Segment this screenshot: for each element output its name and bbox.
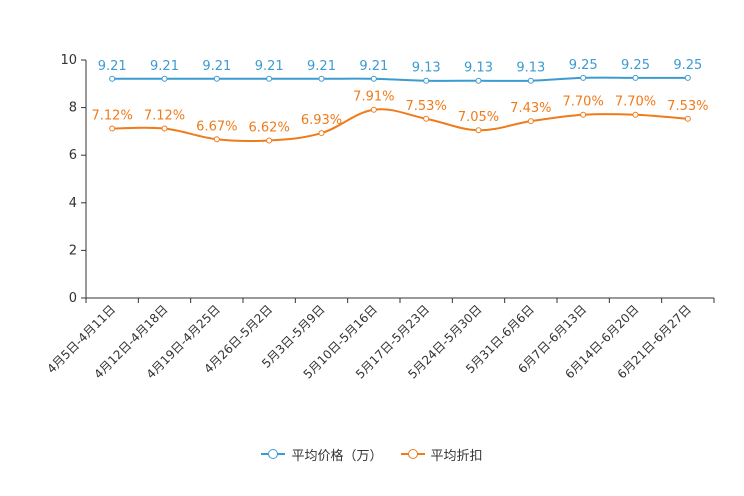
legend-label-avg-price: 平均价格（万） xyxy=(291,448,383,464)
data-point xyxy=(161,125,168,132)
data-point xyxy=(266,75,273,82)
legend-item-avg-price[interactable]: 平均价格（万） xyxy=(261,445,383,464)
y-tick-label: 2 xyxy=(69,243,77,258)
data-label: 9.21 xyxy=(359,59,388,74)
data-point xyxy=(580,111,587,118)
data-label: 9.25 xyxy=(673,58,702,73)
data-label: 9.13 xyxy=(412,61,441,76)
data-point xyxy=(370,106,377,113)
data-label: 9.21 xyxy=(150,59,179,74)
data-point xyxy=(370,75,377,82)
series-line-0 xyxy=(112,76,688,82)
series-line-1 xyxy=(112,108,688,143)
chart-legend: 平均价格（万） 平均折扣 xyxy=(0,443,744,465)
data-label: 7.91% xyxy=(353,90,394,105)
data-label: 7.70% xyxy=(563,95,604,110)
data-label: 6.93% xyxy=(301,113,342,128)
y-tick-label: 10 xyxy=(60,53,77,68)
data-label: 7.05% xyxy=(458,110,499,125)
data-point xyxy=(527,118,534,125)
data-point xyxy=(318,130,325,137)
data-label: 9.21 xyxy=(255,59,284,74)
data-label: 9.21 xyxy=(98,59,127,74)
y-tick-label: 8 xyxy=(69,101,77,116)
data-label: 6.67% xyxy=(196,119,237,134)
data-label: 9.13 xyxy=(516,61,545,76)
data-label: 9.21 xyxy=(202,59,231,74)
legend-item-avg-discount[interactable]: 平均折扣 xyxy=(400,445,483,464)
legend-marker-icon xyxy=(400,448,425,460)
data-label: 9.25 xyxy=(621,58,650,73)
data-label: 7.43% xyxy=(510,101,551,116)
data-point xyxy=(109,125,116,132)
data-point xyxy=(423,115,430,122)
data-point xyxy=(580,74,587,81)
data-point xyxy=(684,74,691,81)
data-point xyxy=(213,136,220,143)
data-point xyxy=(475,127,482,134)
data-point xyxy=(266,137,273,144)
y-tick-label: 6 xyxy=(69,148,77,163)
data-label: 7.12% xyxy=(92,109,133,124)
data-label: 7.70% xyxy=(615,95,656,110)
data-point xyxy=(632,111,639,118)
data-label: 6.62% xyxy=(249,120,290,135)
data-label: 7.53% xyxy=(406,99,447,114)
y-tick-label: 0 xyxy=(69,291,77,306)
y-tick-label: 4 xyxy=(69,196,77,211)
data-point xyxy=(423,77,430,84)
line-chart: 02468104月5日-4月11日4月12日-4月18日4月19日-4月25日4… xyxy=(44,53,715,382)
data-point xyxy=(213,75,220,82)
data-label: 9.13 xyxy=(464,61,493,76)
data-point xyxy=(527,77,534,84)
data-label: 7.12% xyxy=(144,109,185,124)
legend-marker-icon xyxy=(261,448,286,460)
data-point xyxy=(318,75,325,82)
data-label: 9.21 xyxy=(307,59,336,74)
legend-label-avg-discount: 平均折扣 xyxy=(430,448,483,464)
data-point xyxy=(109,75,116,82)
data-point xyxy=(684,115,691,122)
data-label: 9.25 xyxy=(569,58,598,73)
data-label: 7.53% xyxy=(667,99,708,114)
data-point xyxy=(161,75,168,82)
data-point xyxy=(475,77,482,84)
data-point xyxy=(632,74,639,81)
